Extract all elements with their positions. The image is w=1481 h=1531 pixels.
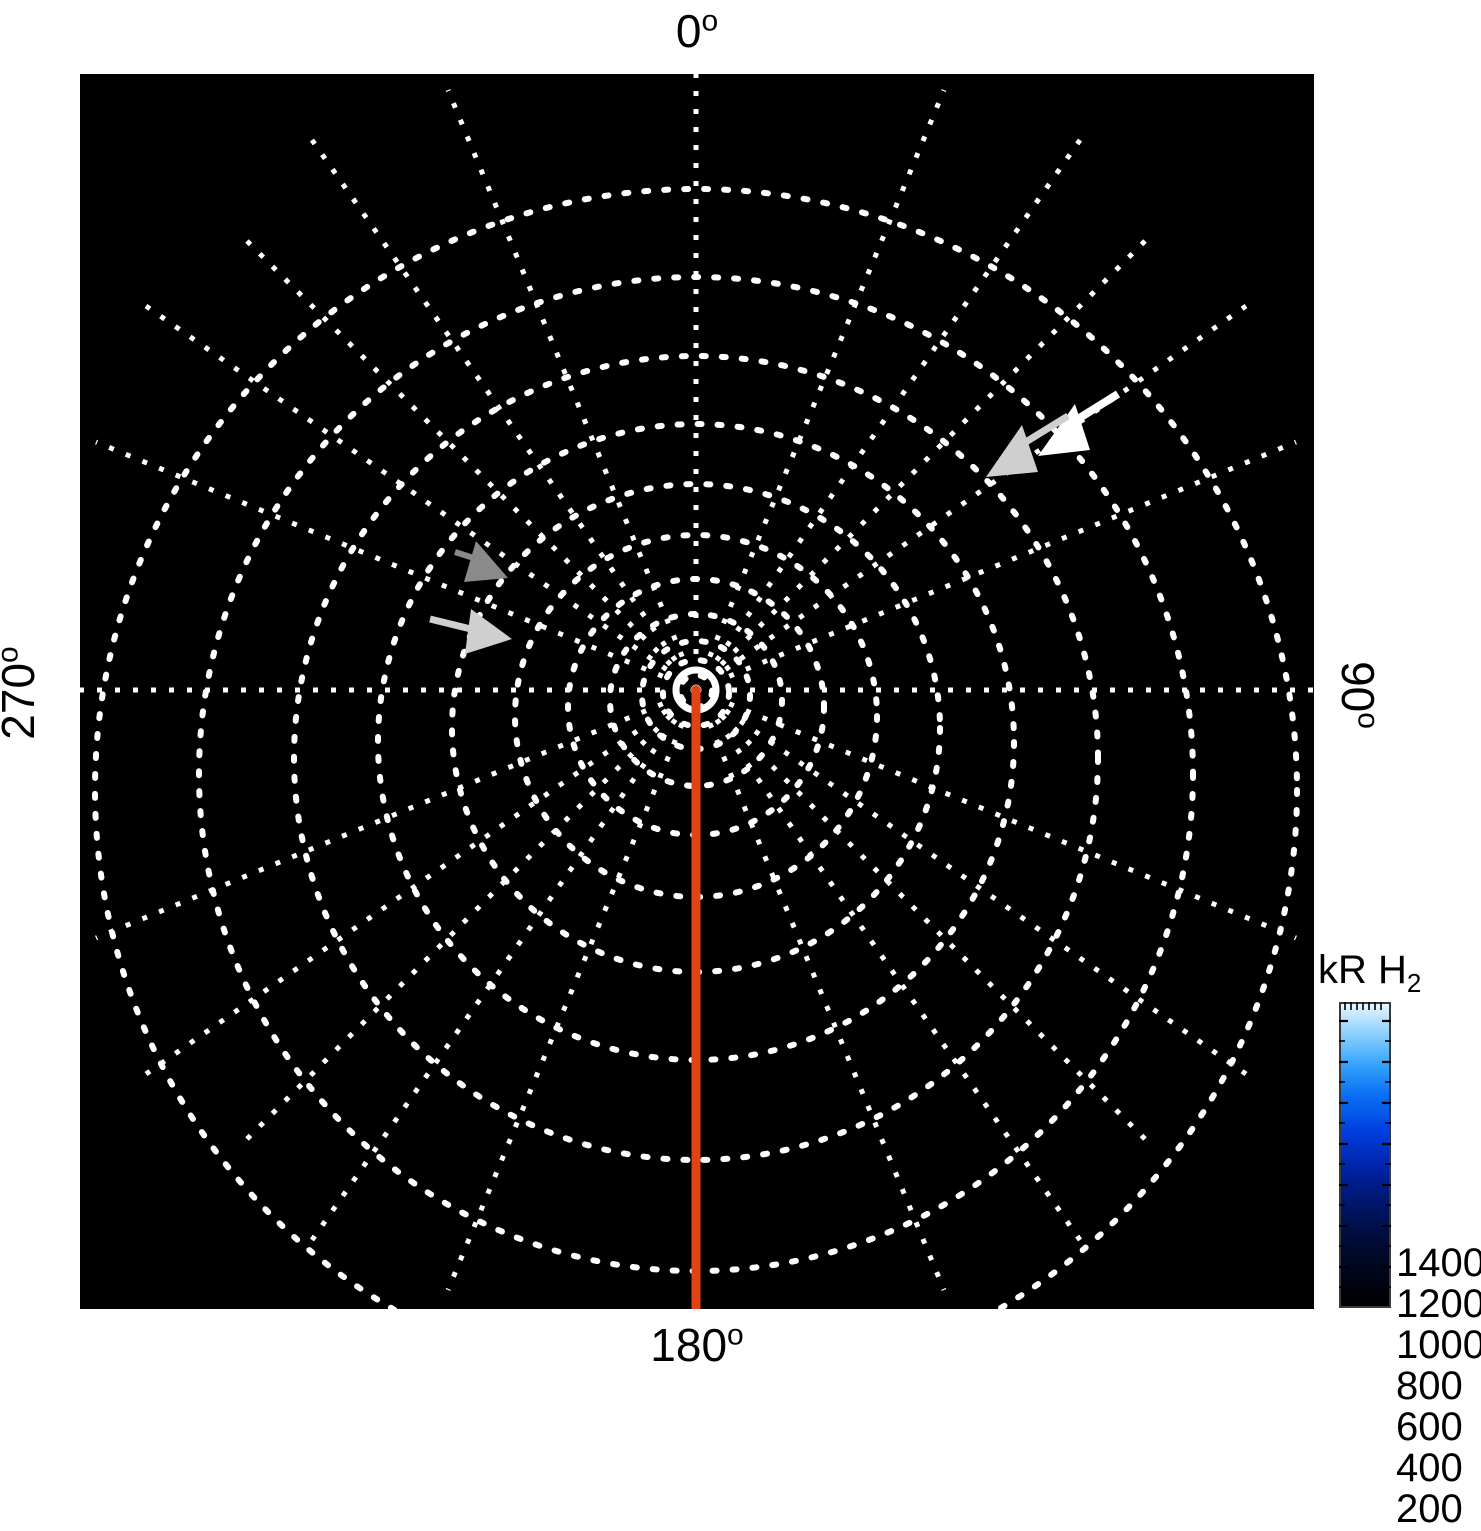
meridian-spokes [80,74,1314,1309]
polar-aurora-figure: 0o 180o 270o 90o kR H2 [0,4,1481,1529]
degree-symbol-180: o [727,1318,744,1352]
colorbar-tick-label-1200: 1200 [1396,1282,1481,1326]
angle-label-270: 270o [0,613,44,773]
arrow-light-gray-lower-left [429,609,512,654]
degree-symbol-0: o [701,4,719,38]
pole-marker [691,685,701,695]
arrow-white-upper-right [1038,390,1121,456]
arrow-light-gray-upper-right [986,413,1070,477]
colorbar-title: kR H2 [1318,948,1421,996]
angle-label-180: 180o [0,1318,1394,1371]
grid-group [80,74,1314,1309]
colorbar-tick-label-1400: 1400 [1396,1241,1481,1285]
angle-label-90: 90o [1332,615,1385,775]
polar-plot-panel [80,74,1314,1309]
colorbar-major-ticks [1339,1019,1391,1269]
colorbar-gradient [1339,1002,1391,1308]
colorbar-ticks [1339,1002,1391,1288]
colorbar-tick-label-600: 600 [1396,1405,1463,1449]
colorbar-tick-label-800: 800 [1396,1364,1463,1408]
angle-label-270-value: 270 [0,662,44,740]
colorbar-tick-label-400: 400 [1396,1446,1463,1490]
degree-symbol-270: o [0,646,25,663]
arrow-gray-upper-left [454,541,508,582]
angle-label-0: 0o [0,4,1394,57]
polar-grid-svg [80,74,1314,1309]
degree-symbol-90: o [1351,712,1385,729]
angle-label-0-value: 0 [675,5,702,57]
colorbar-tick-label-200: 200 [1396,1487,1463,1531]
colorbar-minor-ticks [1339,1040,1391,1288]
angle-label-180-value: 180 [650,1319,728,1371]
colorbar-top-ticks [1344,1002,1382,1010]
colorbar-frame [1339,1002,1391,1308]
angle-label-90-value: 90 [1332,661,1384,713]
colorbar-tick-label-1000: 1000 [1396,1323,1481,1367]
colorbar-title-subscript: 2 [1406,968,1422,998]
colorbar-title-main: kR H [1318,948,1407,992]
